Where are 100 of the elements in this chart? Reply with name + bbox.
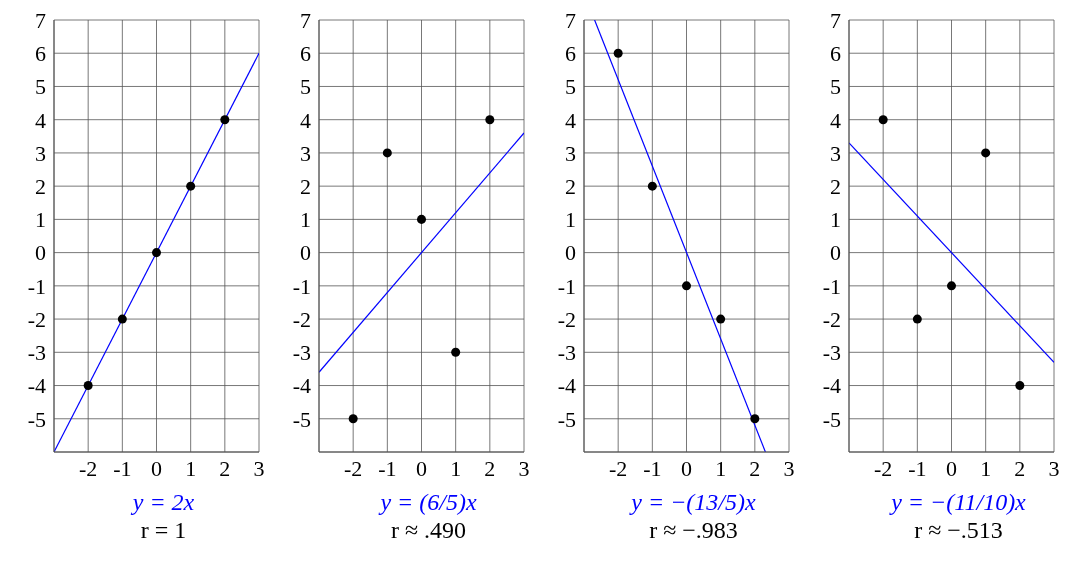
y-tick-label: -1 [557,273,576,299]
y-tick-label: 7 [830,7,841,33]
x-tick-label: 0 [416,455,427,481]
x-tick-label: 0 [151,455,162,481]
y-tick-label: 6 [830,41,841,67]
point [220,115,230,125]
y-tick-label: -3 [557,340,576,366]
x-tick-label: 2 [219,455,231,481]
y-tick-label: 3 [300,140,311,166]
point [348,414,358,424]
y-tick-label: 1 [300,207,311,233]
point [647,181,657,191]
text: r ≈ −.983 [648,516,739,544]
point [451,347,461,357]
y-tick-label: -4 [27,373,46,399]
y-tick-label: -2 [292,306,311,332]
x-tick-label: 1 [980,455,992,481]
point [946,281,957,291]
y-tick-label: 0 [300,240,311,266]
y-tick-label: 6 [35,41,46,67]
x-tick-label: -2 [609,455,628,481]
y-tick-label: -1 [822,273,841,299]
point [981,148,991,158]
point [117,314,127,324]
y-tick-label: -3 [27,340,46,366]
y-tick-label: 1 [565,207,576,233]
x-tick-label: 0 [946,455,957,481]
point [416,214,427,224]
y-tick-label: 0 [830,240,841,266]
text: r ≈ −.513 [913,516,1004,544]
x-tick-label: 3 [253,455,265,481]
y-tick-label: 4 [830,107,841,133]
x-tick-label: 3 [1048,455,1060,481]
x-tick-label: -1 [378,455,397,481]
y-tick-label: 5 [565,74,576,100]
text: r ≈ .490 [389,516,468,544]
y-tick-label: 5 [300,74,311,100]
y-tick-label: -1 [27,273,46,299]
y-tick-label: -2 [27,306,46,332]
y-tick-label: -5 [27,406,46,432]
y-tick-label: 1 [830,207,841,233]
y-tick-label: 2 [565,173,576,199]
x-tick-label: -2 [79,455,98,481]
y-tick-label: -2 [557,306,576,332]
y-tick-label: 5 [35,74,46,100]
y-tick-label: 2 [830,173,841,199]
x-tick-label: 1 [450,455,462,481]
y-tick-label: 6 [565,41,576,67]
point [382,148,392,158]
x-tick-label: 2 [749,455,761,481]
y-tick-label: 3 [830,140,841,166]
series-label: y = −(13/5)x [628,488,757,516]
point [681,281,692,291]
x-tick-label: -1 [113,455,132,481]
point [750,414,760,424]
point [1015,381,1025,391]
point [485,115,495,125]
y-tick-label: 6 [300,41,311,67]
point [878,115,888,125]
y-tick-label: 0 [565,240,576,266]
y-tick-label: 3 [35,140,46,166]
y-tick-label: 1 [35,207,46,233]
x-tick-label: 1 [715,455,727,481]
y-tick-label: -4 [557,373,576,399]
x-tick-label: 2 [484,455,496,481]
y-tick-label: -4 [822,373,841,399]
y-tick-label: 5 [830,74,841,100]
y-tick-label: 4 [35,107,46,133]
x-tick-label: 2 [1014,455,1026,481]
y-tick-label: -4 [292,373,311,399]
text: y = 2x [130,488,196,516]
x-tick-label: 0 [681,455,692,481]
point [613,48,623,58]
y-tick-label: -5 [557,406,576,432]
y-tick-label: 7 [35,7,46,33]
point [716,314,726,324]
point [912,314,922,324]
x-tick-label: -1 [908,455,927,481]
y-tick-label: -2 [822,306,841,332]
y-tick-label: -3 [822,340,841,366]
text: r = 1 [139,516,188,544]
x-tick-label: -2 [874,455,893,481]
x-tick-label: 3 [518,455,530,481]
y-tick-label: 4 [300,107,311,133]
y-tick-label: -5 [822,406,841,432]
y-tick-label: 2 [300,173,311,199]
y-tick-label: 2 [35,173,46,199]
text: y = (6/5)x [377,488,478,516]
y-tick-label: 0 [35,240,46,266]
x-tick-label: -1 [643,455,662,481]
x-tick-label: 3 [783,455,795,481]
y-tick-label: -5 [292,406,311,432]
point [83,381,93,391]
point [186,181,196,191]
text: y = −(11/10)x [888,488,1027,516]
point [151,248,162,258]
y-tick-label: 7 [565,7,576,33]
y-tick-label: 7 [300,7,311,33]
x-tick-label: -2 [344,455,363,481]
y-tick-label: 3 [565,140,576,166]
